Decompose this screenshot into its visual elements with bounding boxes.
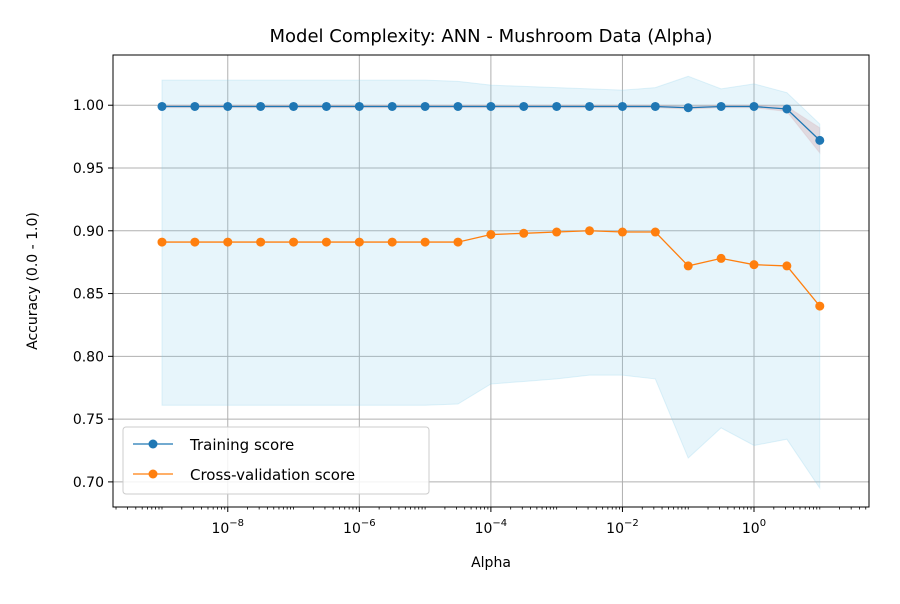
training-score-point <box>683 103 693 113</box>
legend: Training score Cross-validation score <box>122 426 430 495</box>
cv-score-point <box>190 237 200 247</box>
cv-score-point <box>387 237 397 247</box>
y-tick-label: 0.80 <box>73 349 104 365</box>
training-score-point <box>782 104 792 114</box>
training-score-point <box>420 101 430 111</box>
training-score-point <box>815 135 825 145</box>
x-tick-label: 10−2 <box>606 518 639 537</box>
legend-swatch-marker <box>148 469 158 479</box>
cv-score-point <box>585 226 595 236</box>
training-score-point <box>453 101 463 111</box>
cv-score-point <box>683 261 693 271</box>
cv-score-point <box>453 237 463 247</box>
x-tick-label: 10−6 <box>343 518 376 537</box>
y-axis-label: Accuracy (0.0 - 1.0) <box>25 212 41 350</box>
y-tick-label: 0.75 <box>73 412 104 428</box>
training-score-point <box>354 101 364 111</box>
plot-area: 0.70 0.75 0.80 0.85 0.90 0.95 1.00 10−8 10−6 10−4… <box>73 54 870 537</box>
cv-score-point <box>519 228 529 238</box>
cv-score-point <box>354 237 364 247</box>
training-score-point <box>157 101 167 111</box>
training-score-point <box>486 101 496 111</box>
x-tick-label: 100 <box>742 518 766 537</box>
training-score-point <box>650 101 660 111</box>
training-score-point <box>321 101 331 111</box>
legend-swatch-marker <box>148 439 158 449</box>
legend-box <box>122 426 430 495</box>
cv-score-point <box>223 237 233 247</box>
cv-score-point <box>256 237 266 247</box>
training-score-point <box>716 101 726 111</box>
training-score-point <box>190 101 200 111</box>
training-score-point <box>387 101 397 111</box>
x-tick-label: 10−8 <box>211 518 244 537</box>
cv-score-point <box>289 237 299 247</box>
training-score-point <box>256 101 266 111</box>
y-tick-label: 0.90 <box>73 224 104 240</box>
cv-score-point <box>815 301 825 311</box>
training-score-point <box>223 101 233 111</box>
cv-score-band <box>161 75 821 490</box>
training-score-point <box>749 101 759 111</box>
cv-score-point <box>157 237 167 247</box>
training-score-point <box>289 101 299 111</box>
y-tick-label: 0.95 <box>73 161 104 177</box>
cv-score-point <box>486 230 496 240</box>
training-score-point <box>585 101 595 111</box>
cv-score-point <box>617 227 627 237</box>
training-score-point <box>617 101 627 111</box>
cv-score-point <box>749 260 759 270</box>
training-score-point <box>519 101 529 111</box>
legend-label: Cross-validation score <box>190 466 355 484</box>
cv-score-point <box>552 227 562 237</box>
cv-score-point <box>716 253 726 263</box>
cv-score-point <box>420 237 430 247</box>
y-tick-label: 1.00 <box>73 98 104 114</box>
x-tick-label: 10−4 <box>475 518 508 537</box>
chart-title: Model Complexity: ANN - Mushroom Data (A… <box>269 26 712 47</box>
training-score-point <box>552 101 562 111</box>
cv-score-point <box>650 227 660 237</box>
cv-score-point <box>782 261 792 271</box>
y-tick-label: 0.70 <box>73 475 104 491</box>
x-axis-label: Alpha <box>471 555 511 571</box>
cv-score-point <box>321 237 331 247</box>
legend-label: Training score <box>189 436 294 454</box>
y-tick-label: 0.85 <box>73 287 104 303</box>
